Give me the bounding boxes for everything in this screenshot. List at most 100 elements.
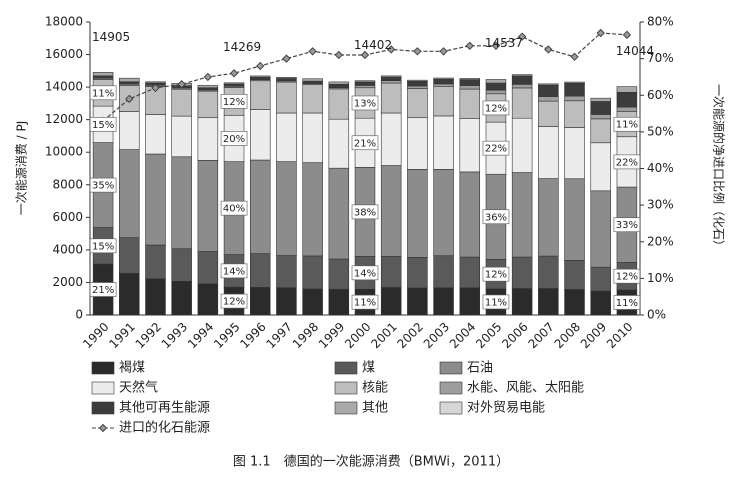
line-marker <box>544 45 553 54</box>
share-label-box <box>220 94 248 109</box>
share-label-box <box>351 294 379 310</box>
bar-segment <box>590 142 611 192</box>
share-label: 12% <box>485 103 507 114</box>
share-label: 11% <box>354 298 376 309</box>
share-label-box <box>220 263 248 279</box>
bar-segment <box>276 112 297 162</box>
bar-segment <box>407 88 428 119</box>
y2-tick-label: 40% <box>647 161 674 175</box>
share-label-box <box>351 135 379 151</box>
bar-segment <box>302 255 323 290</box>
y-tick-label: 14000 <box>45 80 83 94</box>
bar-segment <box>380 76 402 81</box>
legend-marker <box>98 423 108 433</box>
share-label: 11% <box>92 88 114 99</box>
bar-segment <box>380 75 402 78</box>
share-label-box <box>613 268 641 284</box>
bar-segment <box>328 83 350 89</box>
line-marker <box>491 41 501 51</box>
line-marker <box>203 72 213 82</box>
x-tick-label: 2003 <box>421 320 452 351</box>
bar-segment <box>328 81 350 85</box>
bar-segment <box>564 82 585 97</box>
bar-segment <box>328 288 350 316</box>
bar-segment <box>302 288 323 316</box>
bar-segment <box>564 127 585 180</box>
bar-segment <box>616 92 638 108</box>
share-label: 11% <box>616 298 638 309</box>
bar-segment <box>328 167 350 260</box>
bar-segment <box>354 80 376 83</box>
bar-segment <box>119 111 140 150</box>
bar-segment <box>433 85 454 117</box>
x-tick-label: 2004 <box>447 320 478 351</box>
bar-segment <box>564 95 585 102</box>
bar-segment <box>590 190 611 268</box>
y-tick-label: 8000 <box>52 177 83 191</box>
caption: 图 1.1 德国的一次能源消费（BMWi，2011） <box>233 454 509 470</box>
legend-swatch <box>334 381 358 395</box>
bar-segment <box>302 112 323 163</box>
y2-tick-label: 0% <box>647 308 666 322</box>
x-tick-label: 1990 <box>80 320 111 351</box>
bar-segment <box>197 283 219 316</box>
share-label: 15% <box>92 241 114 252</box>
share-label-box <box>613 217 641 233</box>
bar-segment <box>249 76 271 80</box>
x-tick-label: 2009 <box>578 320 609 351</box>
x-tick-label: 1999 <box>316 320 347 351</box>
bar-segment <box>380 287 402 316</box>
bar-segment <box>590 101 611 115</box>
legend-swatch <box>439 381 463 395</box>
bar-segment <box>433 77 454 80</box>
bar-segment <box>197 160 219 252</box>
bar-segment <box>380 82 402 114</box>
legend-swatch <box>334 401 358 415</box>
bar-segment <box>354 85 376 89</box>
bar-segment <box>119 273 140 316</box>
y-tick-label: 12000 <box>45 112 83 126</box>
share-label: 40% <box>223 204 245 215</box>
bar-segment <box>197 90 219 119</box>
bar-segment <box>380 112 402 166</box>
bar-segment <box>145 278 166 316</box>
bar-segment <box>538 255 559 289</box>
bar-segment <box>459 79 481 86</box>
y-tick-label: 0 <box>75 308 83 322</box>
bar-segment <box>92 75 114 79</box>
y-tick-label: 16000 <box>45 47 83 61</box>
bar-segment <box>171 88 192 117</box>
bar-segment <box>485 82 507 91</box>
share-label: 21% <box>92 285 114 296</box>
x-tick-label: 1994 <box>185 320 216 351</box>
share-label-box <box>482 140 510 156</box>
bar-segment <box>407 85 428 89</box>
bar-segment <box>590 114 611 120</box>
bar-segment <box>171 156 192 250</box>
share-label-box <box>89 117 117 132</box>
bar-segment <box>590 290 611 316</box>
legend-swatch <box>439 401 463 415</box>
bar-segment <box>511 172 533 258</box>
bar-segment <box>249 80 271 110</box>
share-label: 12% <box>616 272 638 283</box>
bar-segment <box>511 288 533 316</box>
line-marker <box>413 47 422 56</box>
share-label: 15% <box>92 120 114 131</box>
bar-segment <box>433 169 454 257</box>
bar-segment <box>119 81 140 85</box>
share-label-box <box>613 116 641 132</box>
share-label: 22% <box>485 144 507 155</box>
bar-segment <box>407 117 428 170</box>
share-label: 38% <box>354 207 376 218</box>
share-label-box <box>613 154 641 170</box>
bar-segment <box>538 100 559 127</box>
line-marker <box>229 69 239 78</box>
share-label-box <box>351 265 379 281</box>
bar-segment <box>407 287 428 316</box>
legend-swatch <box>91 401 115 415</box>
legend-label: 核能 <box>362 381 388 396</box>
bar-segment <box>538 288 559 316</box>
line-marker <box>177 80 186 89</box>
bar-segment <box>538 84 559 97</box>
